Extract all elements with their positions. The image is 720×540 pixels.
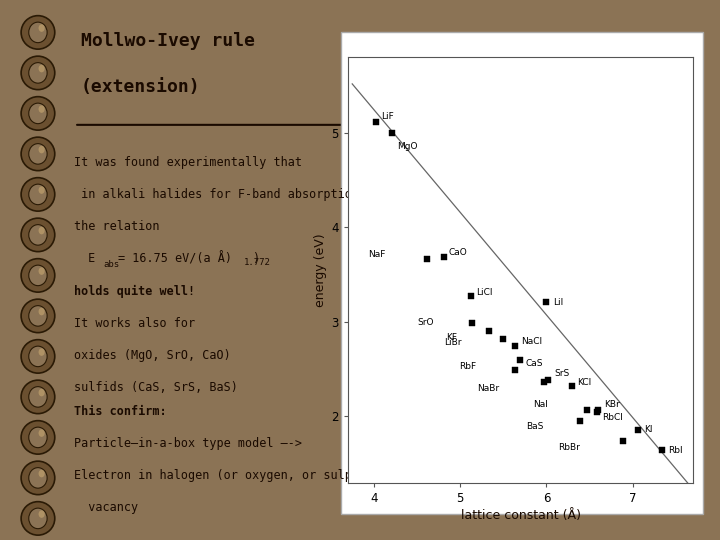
Text: LiF: LiF [381,112,393,120]
Ellipse shape [29,144,47,164]
Ellipse shape [21,137,55,171]
Ellipse shape [21,502,55,535]
Text: = 16.75 eV/(a Å): = 16.75 eV/(a Å) [118,252,232,266]
Text: NaCl: NaCl [521,338,543,346]
Text: NaI: NaI [534,400,548,409]
Ellipse shape [39,186,45,194]
Text: NaBr: NaBr [477,383,499,393]
Text: KCl: KCl [577,378,592,387]
Y-axis label: energy (eV): energy (eV) [314,233,327,307]
Ellipse shape [21,340,55,373]
Text: NaF: NaF [369,251,386,259]
Ellipse shape [21,16,55,49]
Text: vacancy: vacancy [74,501,138,514]
Text: RbI: RbI [668,446,683,455]
X-axis label: lattice constant (Å): lattice constant (Å) [461,509,580,522]
Text: Particle–in-a-box type model —->: Particle–in-a-box type model —-> [74,437,302,450]
Ellipse shape [39,348,45,356]
Text: oxides (MgO, SrO, CaO): oxides (MgO, SrO, CaO) [74,349,231,362]
Ellipse shape [21,259,55,292]
Text: (extension): (extension) [81,78,200,96]
Ellipse shape [39,65,45,72]
Text: ): ) [252,252,259,265]
Text: MgO: MgO [397,142,418,151]
Text: RbBr: RbBr [558,443,580,452]
Text: SrO: SrO [417,319,433,327]
Ellipse shape [29,184,47,205]
Text: Mollwo-Ivey rule: Mollwo-Ivey rule [81,31,255,50]
Text: the relation: the relation [74,220,160,233]
Ellipse shape [29,306,47,326]
Ellipse shape [29,427,47,448]
Text: Electron in halogen (or oxygen, or sulphur): Electron in halogen (or oxygen, or sulph… [74,469,381,482]
Text: CaS: CaS [526,359,544,368]
Text: abs: abs [104,260,120,268]
Ellipse shape [21,218,55,252]
Ellipse shape [39,429,45,437]
Ellipse shape [21,461,55,495]
Ellipse shape [39,267,45,275]
Ellipse shape [29,468,47,488]
Ellipse shape [39,24,45,32]
Text: LiBr: LiBr [444,338,462,347]
Text: It works also for: It works also for [74,316,195,329]
Text: It was found experimentally that: It was found experimentally that [74,156,302,169]
Ellipse shape [39,510,45,518]
Ellipse shape [21,56,55,90]
Ellipse shape [39,146,45,153]
Ellipse shape [21,97,55,130]
Text: LiCl: LiCl [477,288,493,297]
Ellipse shape [39,105,45,113]
Ellipse shape [39,470,45,477]
Text: KI: KI [644,425,652,434]
Ellipse shape [29,265,47,286]
Ellipse shape [29,22,47,43]
Text: BaS: BaS [526,422,544,431]
Ellipse shape [39,389,45,396]
Text: KF: KF [446,333,456,342]
Ellipse shape [29,63,47,83]
Ellipse shape [21,299,55,333]
Text: CaO: CaO [449,248,468,258]
Text: KBr: KBr [604,400,620,409]
Ellipse shape [29,508,47,529]
Text: E: E [81,252,95,265]
Ellipse shape [39,227,45,234]
Ellipse shape [29,387,47,407]
Ellipse shape [21,421,55,454]
Text: SrS: SrS [554,369,570,379]
Ellipse shape [29,225,47,245]
Ellipse shape [39,308,45,315]
Text: in alkali halides for F-band absorption: in alkali halides for F-band absorption [74,188,359,201]
Text: holds quite well!: holds quite well! [74,285,195,298]
Ellipse shape [21,380,55,414]
FancyBboxPatch shape [341,31,703,514]
Text: This confirm:: This confirm: [74,405,167,418]
Text: LiI: LiI [554,298,564,307]
Ellipse shape [29,346,47,367]
Ellipse shape [29,103,47,124]
Text: RbF: RbF [459,362,477,371]
Text: sulfids (CaS, SrS, BaS): sulfids (CaS, SrS, BaS) [74,381,238,394]
Text: RbCl: RbCl [603,413,624,422]
Text: 1.772: 1.772 [243,258,271,267]
Ellipse shape [21,178,55,211]
